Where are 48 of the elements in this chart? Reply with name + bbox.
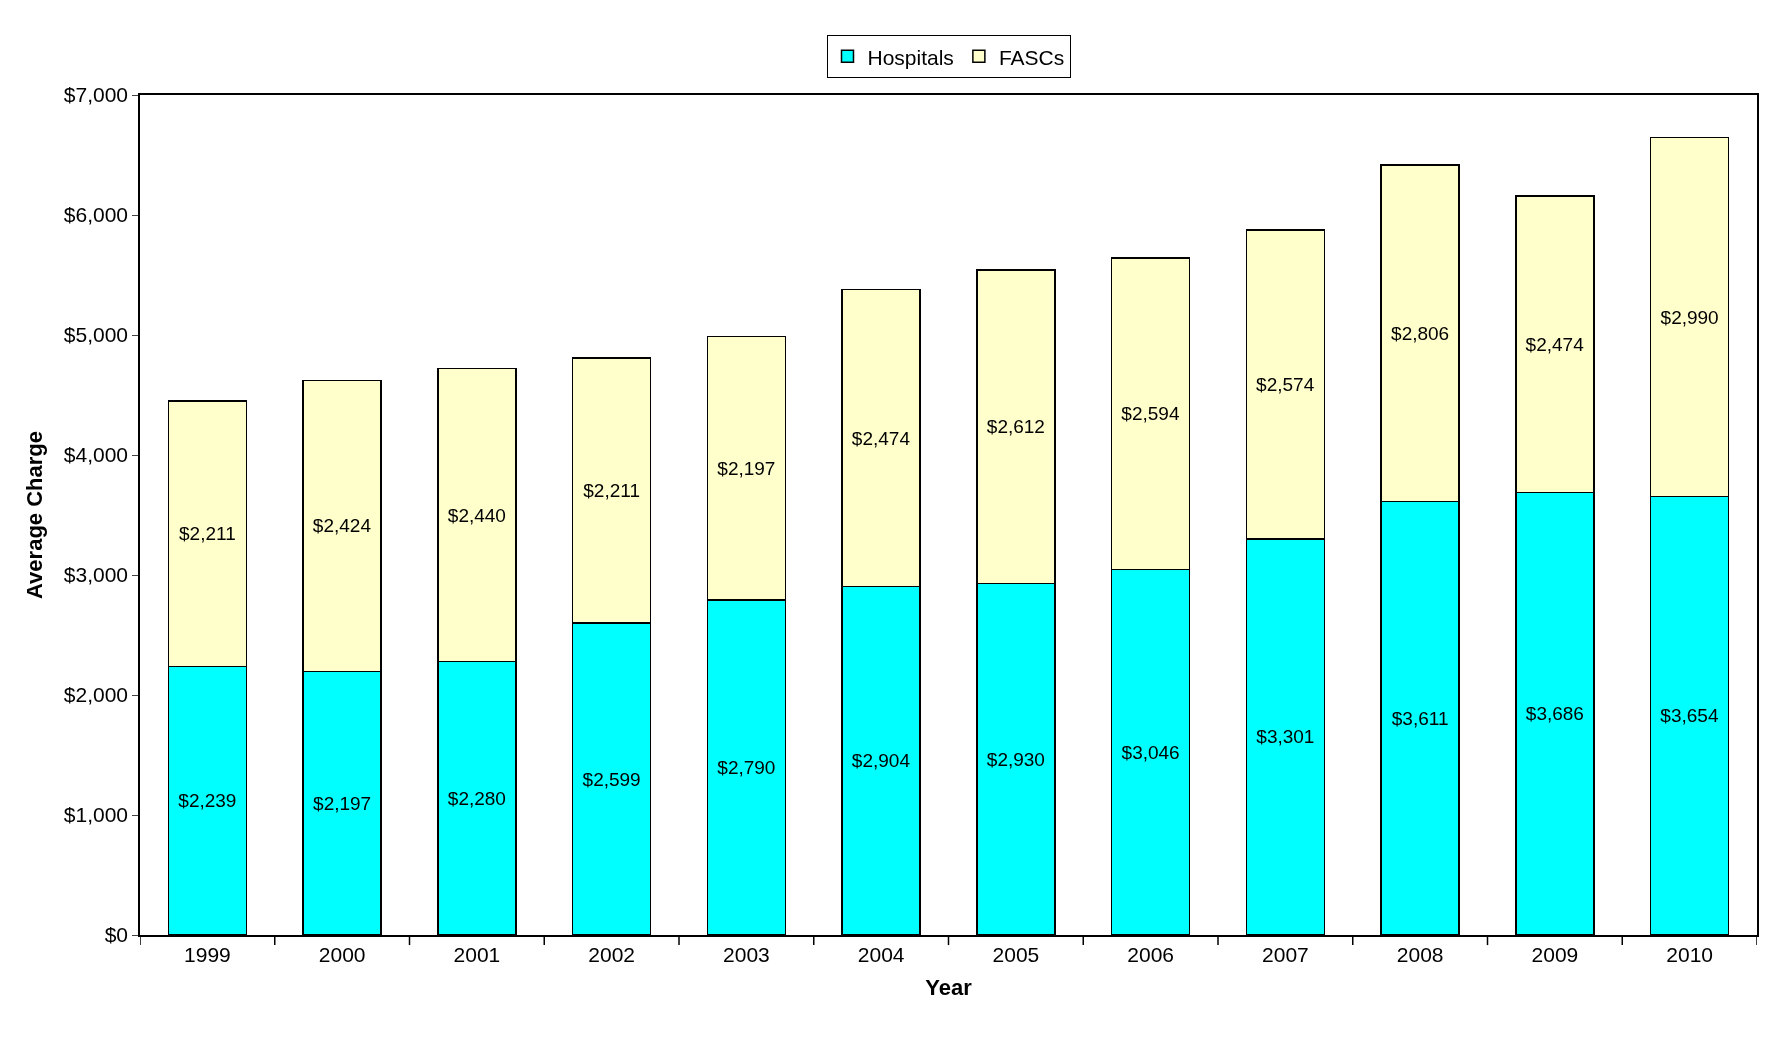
x-tick-label: 2003 xyxy=(723,942,770,966)
data-label: $3,301 xyxy=(1256,726,1315,748)
data-label: $2,904 xyxy=(851,750,911,772)
y-tick-label: $4,000 xyxy=(63,443,129,467)
x-axis-title: Year xyxy=(925,975,973,1001)
x-tick-label: 2004 xyxy=(857,942,905,966)
data-label: $3,611 xyxy=(1391,707,1449,729)
y-tick-label: $2,000 xyxy=(63,683,129,707)
data-label: $2,280 xyxy=(447,787,506,809)
y-tick-label: $1,000 xyxy=(63,803,129,827)
x-tick-label: 2000 xyxy=(318,942,366,966)
y-tick-label: $6,000 xyxy=(63,203,129,227)
y-tick-label: $0 xyxy=(104,923,129,947)
y-tick-label: $3,000 xyxy=(63,563,129,587)
data-label: $2,197 xyxy=(313,792,372,814)
x-tick-label: 2007 xyxy=(1262,942,1309,966)
y-tick-label: $7,000 xyxy=(63,83,129,107)
x-tick-label: 2009 xyxy=(1531,942,1579,966)
data-label: $2,211 xyxy=(583,479,640,501)
data-label: $3,654 xyxy=(1660,705,1719,727)
data-label: $2,424 xyxy=(312,515,372,537)
data-label: $2,574 xyxy=(1256,373,1315,395)
data-label: $2,790 xyxy=(717,757,776,779)
legend-label: FASCs xyxy=(998,45,1065,69)
data-label: $2,239 xyxy=(178,790,237,812)
data-label: $2,474 xyxy=(1525,333,1585,355)
data-label: $2,197 xyxy=(717,457,776,479)
data-label: $3,046 xyxy=(1121,741,1180,763)
data-label: $2,612 xyxy=(986,416,1045,438)
data-label: $2,474 xyxy=(851,427,911,449)
x-tick-label: 2006 xyxy=(1127,942,1174,966)
y-tick-label: $5,000 xyxy=(63,323,129,347)
data-label: $3,686 xyxy=(1525,703,1584,725)
x-tick-label: 2005 xyxy=(992,942,1040,966)
data-label: $2,211 xyxy=(179,523,236,545)
x-tick-label: 2001 xyxy=(453,942,501,966)
x-tick-label: 2002 xyxy=(588,942,635,966)
legend-label: Hospitals xyxy=(867,45,954,69)
data-label: $2,806 xyxy=(1391,322,1450,344)
data-label: $2,599 xyxy=(582,768,641,790)
data-label: $2,990 xyxy=(1660,306,1719,328)
x-tick-label: 2008 xyxy=(1396,942,1444,966)
data-label: $2,440 xyxy=(447,504,506,526)
x-tick-label: 1999 xyxy=(184,942,231,966)
data-label: $2,930 xyxy=(986,748,1045,770)
x-tick-label: 2010 xyxy=(1666,942,1713,966)
data-label: $2,594 xyxy=(1121,403,1180,425)
y-axis-title: Average Charge xyxy=(22,431,48,599)
